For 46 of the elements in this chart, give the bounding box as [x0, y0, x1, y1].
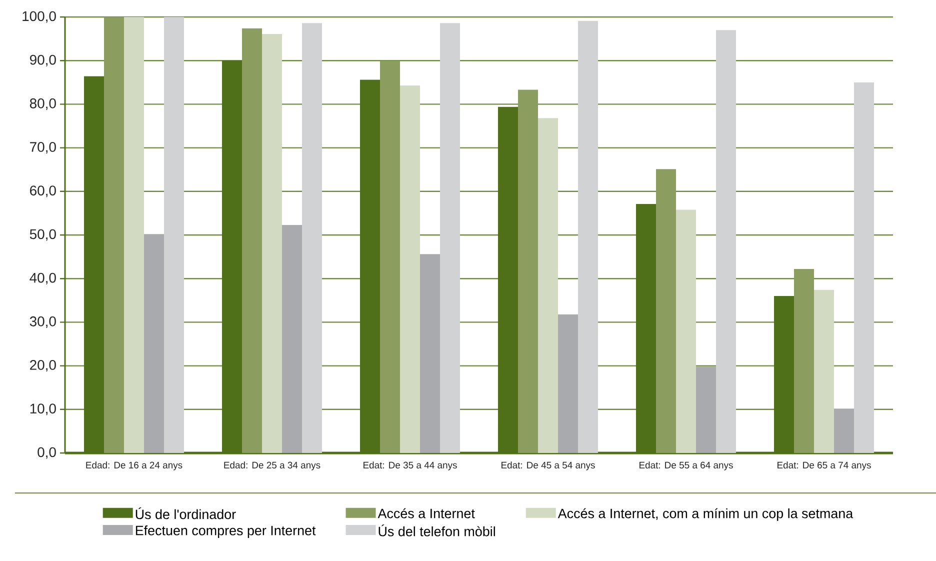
y-tick-label: 30,0 [30, 316, 56, 328]
bar [262, 34, 282, 453]
bar [302, 23, 322, 453]
legend-label: Efectuen compres per Internet [136, 525, 316, 538]
bar [676, 210, 696, 453]
y-tick-label: 40,0 [30, 272, 56, 284]
bar [242, 28, 262, 453]
bar [794, 269, 814, 453]
y-tick-label: 50,0 [30, 229, 56, 241]
y-tick-label: 80,0 [30, 98, 56, 110]
y-tick-label: 20,0 [30, 360, 56, 372]
x-tick-label: Edad: De 25 a 34 anys [224, 462, 320, 470]
bar [716, 30, 736, 453]
y-tick-label: 60,0 [30, 186, 56, 198]
bar [400, 85, 420, 453]
bar [578, 20, 598, 453]
legend-label: Accés a Internet [378, 508, 475, 518]
bar [814, 290, 834, 453]
y-tick-label: 10,0 [30, 404, 56, 416]
bar [440, 23, 460, 453]
bar [558, 314, 578, 453]
bar [282, 224, 302, 453]
y-tick-label: 100,0 [22, 11, 56, 23]
x-tick-label: Edat: De 65 a 74 anys [778, 462, 871, 470]
y-tick-label: 70,0 [30, 142, 56, 154]
legend-label: Ús de l'ordinador [136, 507, 236, 520]
bar [104, 16, 124, 453]
x-tick-label: Edad: De 16 a 24 anys [86, 462, 182, 470]
y-tick-label: 0,0 [38, 447, 56, 459]
bar [164, 16, 184, 453]
x-tick-label: Edat: De 35 a 44 anys [364, 462, 457, 470]
x-tick-label: Edat: De 55 a 64 anys [640, 462, 733, 470]
bar [380, 60, 400, 453]
y-tick-label: 90,0 [30, 54, 56, 66]
bar [854, 82, 874, 453]
legend-label: Ús del telefon mòbil [378, 524, 495, 536]
legend-label: Accés a Internet, com a mínim un cop la setmana [558, 508, 854, 521]
bar [518, 90, 538, 453]
bar [124, 16, 144, 453]
x-tick-label: Edat: De 45 a 54 anys [502, 462, 595, 470]
bar [696, 366, 716, 453]
bar [834, 408, 854, 453]
bar [420, 254, 440, 453]
bar [656, 169, 676, 453]
bar [538, 118, 558, 453]
bar [144, 234, 164, 453]
